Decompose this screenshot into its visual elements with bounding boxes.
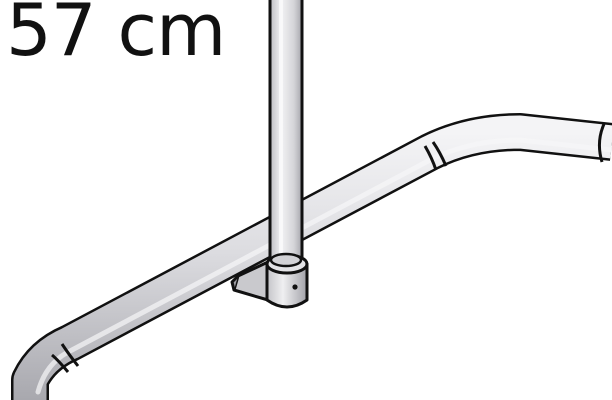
- pole-connector: [265, 252, 309, 309]
- rail-body: [13, 115, 612, 400]
- rail-joint-end: [597, 123, 606, 163]
- shower-rail: [11, 113, 612, 400]
- rail-joint-right: [431, 141, 448, 167]
- rail-highlight: [35, 137, 612, 395]
- pole-body: [268, 0, 304, 262]
- bracket-edge: [230, 274, 240, 291]
- rail-joint-right-2: [423, 145, 438, 171]
- connector-body: [265, 262, 309, 309]
- connector-pole-seat: [269, 252, 303, 268]
- connector-screw: [292, 284, 298, 290]
- rail-joint-left-2: [60, 343, 80, 367]
- ceiling-support-pole: [268, 0, 304, 262]
- rail-outline: [11, 113, 612, 400]
- measurement-label: 57 cm: [6, 0, 226, 72]
- rail-joint-left: [51, 353, 70, 373]
